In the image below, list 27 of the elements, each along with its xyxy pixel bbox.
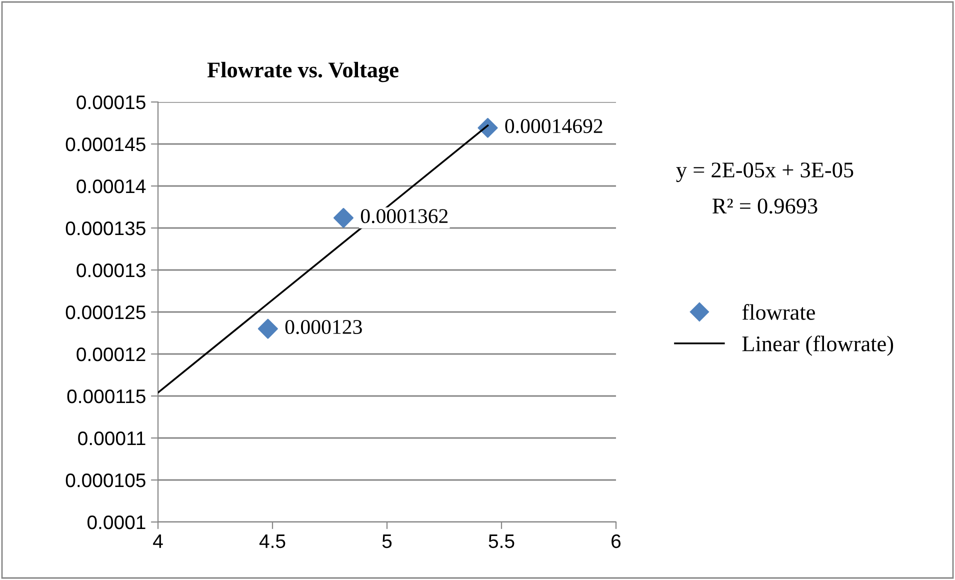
legend-label: Linear (flowrate) xyxy=(742,336,894,356)
data-label: 0.000123 xyxy=(285,320,362,334)
y-tick-label: 0.00015 xyxy=(76,95,146,110)
data-label: 0.0001362 xyxy=(360,209,448,224)
y-tick-label: 0.00012 xyxy=(76,347,146,362)
legend-label: flowrate xyxy=(742,304,815,320)
point xyxy=(333,208,354,228)
x-tick-label: 5.5 xyxy=(488,534,514,548)
y-tick-label: 0.000145 xyxy=(66,137,146,152)
y-tick-label: 0.000115 xyxy=(67,389,146,404)
y-tick-label: 0.00014 xyxy=(76,179,146,194)
text: R² = 0.9693 xyxy=(712,198,818,214)
data-label: 0.00014692 xyxy=(505,119,602,134)
x-tick-label: 6 xyxy=(612,534,621,548)
y-tick-label: 0.000125 xyxy=(66,305,146,320)
chart-title: Flowrate vs. Voltage xyxy=(207,62,398,82)
text: y = 2E-05x + 3E-05 xyxy=(676,162,854,182)
point xyxy=(258,318,278,339)
x-tick-label: 4.5 xyxy=(259,534,286,548)
y-tick-label: 0.0001 xyxy=(87,515,146,530)
x-tick-label: 4 xyxy=(153,534,163,548)
y-tick-label: 0.000135 xyxy=(66,221,146,236)
point xyxy=(478,118,498,138)
y-tick-label: 0.00013 xyxy=(76,263,146,278)
y-tick-label: 0.000105 xyxy=(66,473,146,488)
x-tick-label: 5 xyxy=(382,534,392,548)
y-tick-label: 0.00011 xyxy=(78,431,146,446)
